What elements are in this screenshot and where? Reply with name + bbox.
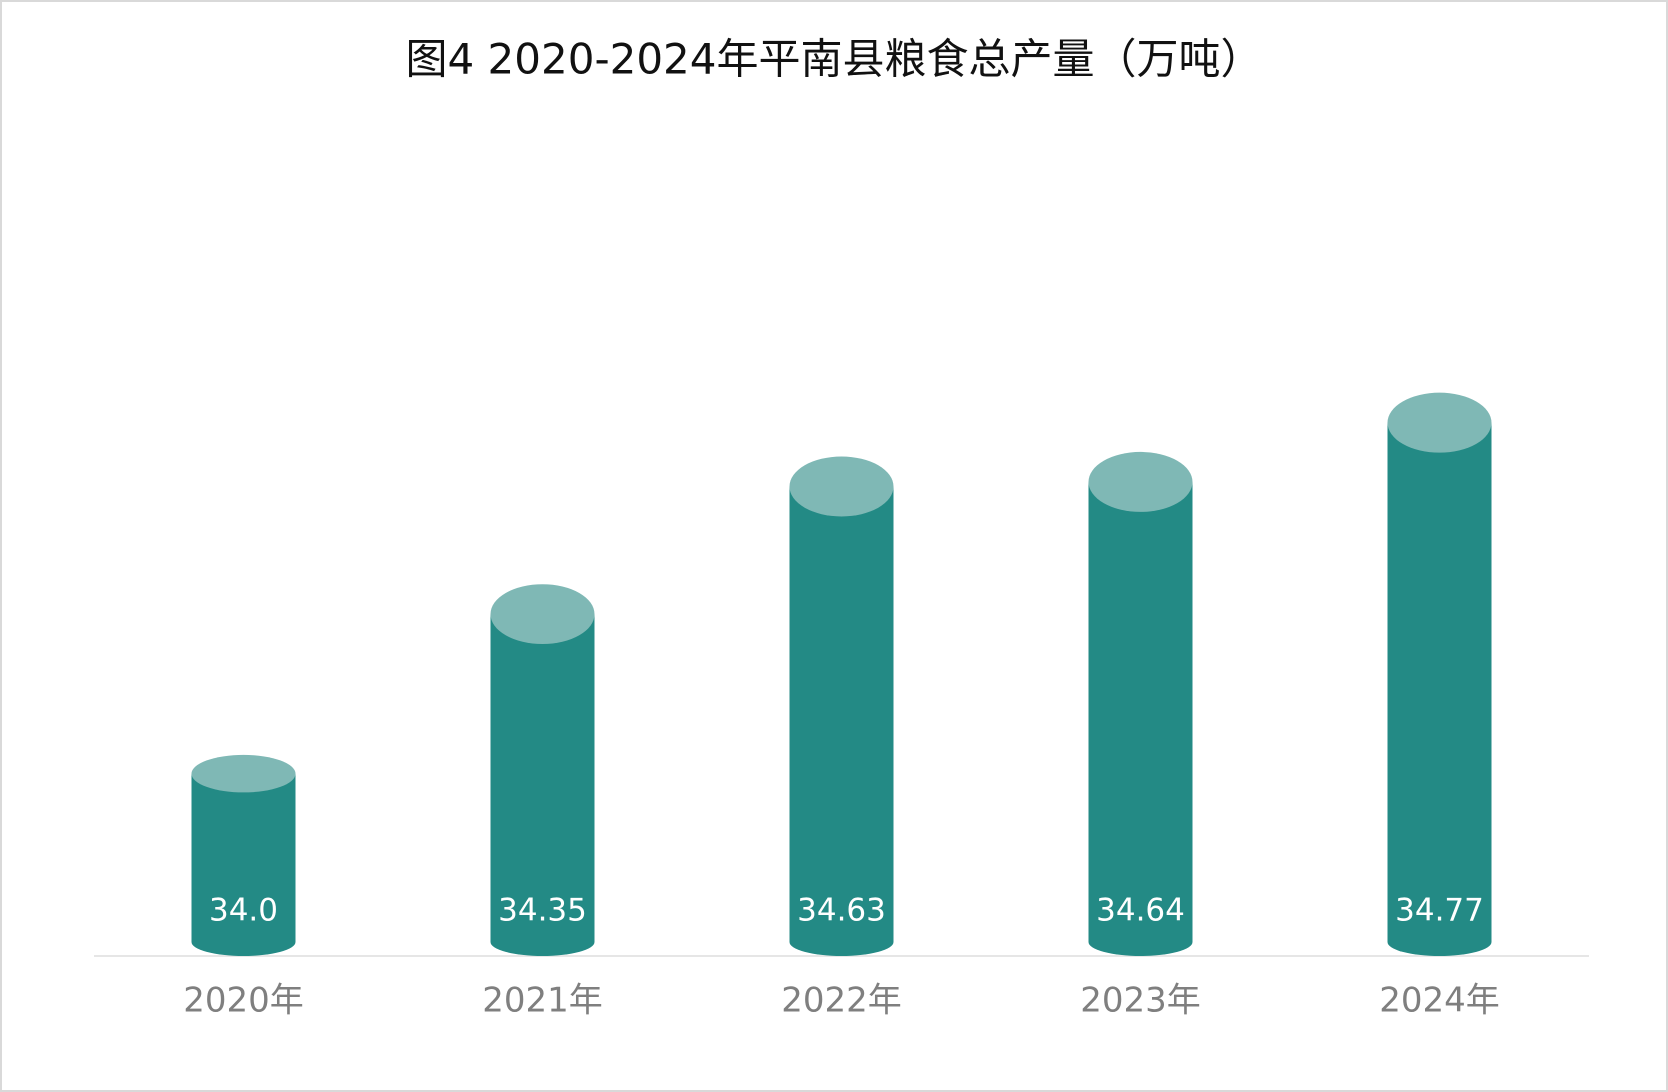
x-tick-label: 2024年 <box>1379 981 1500 1021</box>
value-label: 34.63 <box>797 893 886 929</box>
value-label: 34.64 <box>1096 893 1185 929</box>
x-tick-label: 2021年 <box>482 981 603 1021</box>
chart-title: 图4 2020-2024年平南县粮食总产量（万吨） <box>405 35 1262 84</box>
cylinder-top <box>490 584 595 645</box>
x-tick-label: 2020年 <box>183 981 304 1021</box>
value-label: 34.35 <box>498 893 587 929</box>
cylinder-bar <box>1088 451 1193 956</box>
value-label: 34.77 <box>1395 893 1484 929</box>
value-label: 34.0 <box>209 893 278 929</box>
cylinder-top <box>1387 392 1492 453</box>
cylinder-top <box>789 456 894 517</box>
cylinder-bar <box>191 754 296 956</box>
cylinder-body <box>1387 422 1492 942</box>
x-tick-label: 2022年 <box>781 981 902 1021</box>
cylinder-top <box>1088 451 1193 512</box>
cylinder-body <box>1088 481 1193 942</box>
cylinder-body <box>490 614 595 942</box>
cylinder-bar <box>1387 392 1492 956</box>
cylinder-bar <box>789 456 894 956</box>
cylinder-body <box>191 773 296 942</box>
x-tick-label: 2023年 <box>1080 981 1201 1021</box>
cylinder-body <box>789 486 894 942</box>
cylinder-bar <box>490 584 595 956</box>
cylinder-top <box>191 754 296 793</box>
